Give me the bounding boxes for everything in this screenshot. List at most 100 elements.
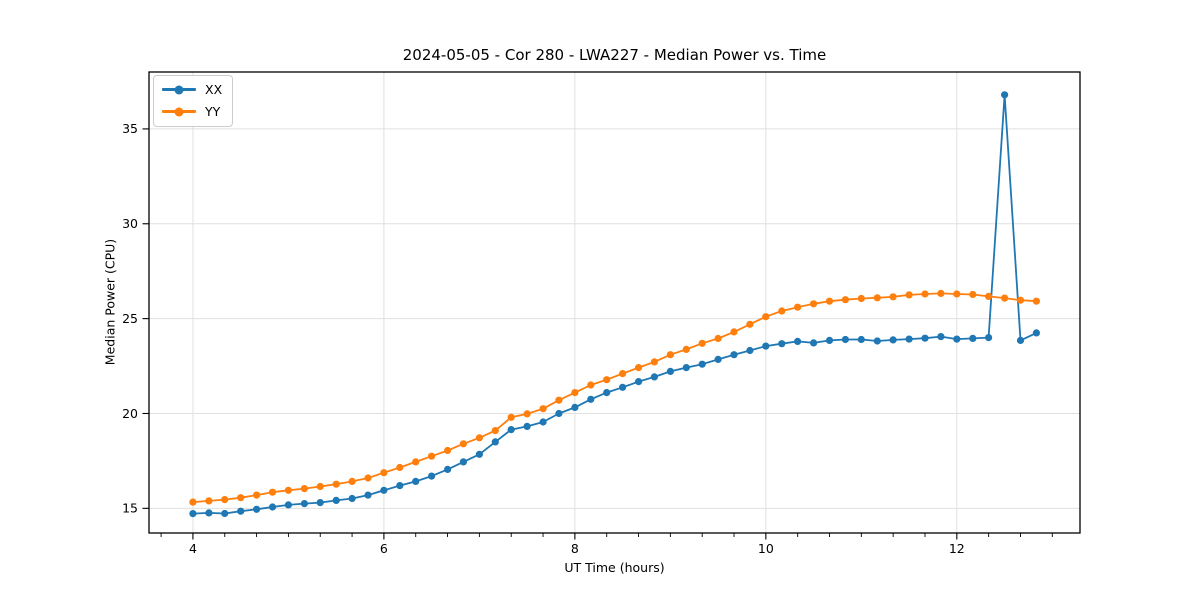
- series-line-xx: [192, 93, 1037, 515]
- data-point-xx: [635, 378, 643, 386]
- data-point-xx: [587, 395, 595, 403]
- x-tick-label: 8: [571, 541, 579, 556]
- data-point-yy: [873, 294, 881, 302]
- data-point-yy: [778, 307, 786, 315]
- data-point-yy: [841, 296, 850, 304]
- legend-line-sample-yy: [162, 107, 196, 116]
- data-point-yy: [635, 364, 643, 372]
- data-point-yy: [316, 482, 324, 491]
- data-point-yy: [189, 498, 197, 506]
- data-point-xx: [1001, 91, 1009, 99]
- data-point-xx: [396, 482, 404, 490]
- data-point-xx: [905, 335, 913, 343]
- legend-item-yy: YY: [162, 103, 222, 120]
- data-point-yy: [523, 410, 531, 418]
- legend-item-xx: XX: [162, 81, 222, 98]
- data-point-xx: [603, 389, 611, 397]
- data-point-xx: [889, 336, 897, 344]
- data-point-yy: [905, 291, 913, 299]
- data-point-xx: [571, 403, 579, 411]
- series-yy: [189, 289, 1040, 506]
- data-point-xx: [507, 426, 515, 434]
- data-point-yy: [300, 485, 308, 493]
- data-point-yy: [1032, 297, 1040, 305]
- series-xx: [189, 91, 1040, 518]
- y-tick-label: 30: [122, 216, 138, 231]
- data-point-xx: [682, 364, 690, 372]
- data-point-xx: [714, 355, 722, 363]
- data-point-yy: [1016, 296, 1025, 304]
- data-point-xx: [189, 509, 197, 518]
- data-point-xx: [762, 342, 770, 350]
- data-point-yy: [284, 486, 292, 494]
- data-point-xx: [746, 346, 754, 355]
- x-tick-label: 12: [949, 541, 965, 556]
- data-point-xx: [300, 500, 308, 508]
- y-tick-label: 15: [122, 501, 138, 516]
- x-tick-label: 10: [758, 541, 774, 556]
- data-point-xx: [937, 333, 945, 341]
- data-point-xx: [332, 496, 340, 504]
- data-point-xx: [428, 472, 436, 480]
- data-point-yy: [205, 497, 213, 505]
- grid-layer: [149, 72, 1080, 533]
- data-point-yy: [698, 339, 706, 347]
- data-point-yy: [1001, 294, 1009, 302]
- data-point-xx: [794, 337, 802, 345]
- data-point-xx: [205, 509, 213, 517]
- data-point-xx: [650, 373, 659, 381]
- data-point-xx: [284, 501, 292, 509]
- data-point-xx: [825, 336, 834, 344]
- data-point-yy: [364, 474, 372, 482]
- data-point-yy: [412, 458, 420, 466]
- data-point-yy: [348, 477, 356, 485]
- legend-marker-icon-yy: [174, 107, 184, 116]
- data-point-xx: [316, 499, 324, 507]
- data-point-yy: [746, 320, 754, 328]
- data-point-xx: [985, 334, 993, 342]
- data-point-xx: [1016, 336, 1025, 344]
- data-point-yy: [762, 313, 770, 321]
- data-point-xx: [857, 335, 865, 344]
- x-tick-label: 4: [189, 541, 197, 556]
- data-point-yy: [937, 289, 945, 297]
- data-point-xx: [841, 335, 850, 344]
- y-tick-label: 20: [122, 406, 138, 421]
- data-point-yy: [555, 396, 563, 404]
- legend-line-sample-xx: [162, 85, 196, 94]
- data-point-xx: [444, 465, 452, 473]
- data-point-xx: [539, 418, 547, 426]
- x-axis-label: UT Time (hours): [564, 560, 665, 575]
- data-point-yy: [730, 328, 738, 336]
- data-point-yy: [444, 446, 452, 455]
- data-point-yy: [507, 413, 515, 421]
- data-point-yy: [587, 381, 595, 389]
- data-point-yy: [889, 293, 897, 301]
- data-point-yy: [459, 440, 467, 448]
- data-point-xx: [268, 503, 277, 511]
- data-point-xx: [921, 334, 929, 342]
- data-point-xx: [221, 509, 229, 518]
- data-point-xx: [953, 335, 961, 343]
- data-point-yy: [603, 376, 611, 384]
- axes-spines: [148, 71, 1081, 534]
- data-point-yy: [619, 370, 627, 378]
- data-point-yy: [953, 290, 961, 298]
- y-tick-label: 25: [122, 311, 138, 326]
- data-point-yy: [794, 303, 802, 311]
- data-point-yy: [714, 334, 722, 343]
- data-point-xx: [969, 334, 977, 342]
- data-point-xx: [555, 409, 563, 418]
- data-point-xx: [412, 477, 420, 485]
- data-point-yy: [475, 434, 483, 442]
- data-point-xx: [666, 367, 675, 375]
- data-point-yy: [491, 427, 499, 435]
- data-point-xx: [778, 340, 786, 348]
- data-point-yy: [921, 290, 929, 298]
- data-point-xx: [237, 507, 245, 515]
- data-point-yy: [221, 496, 229, 504]
- data-point-yy: [332, 480, 340, 488]
- data-point-yy: [666, 351, 675, 359]
- data-point-yy: [969, 290, 977, 299]
